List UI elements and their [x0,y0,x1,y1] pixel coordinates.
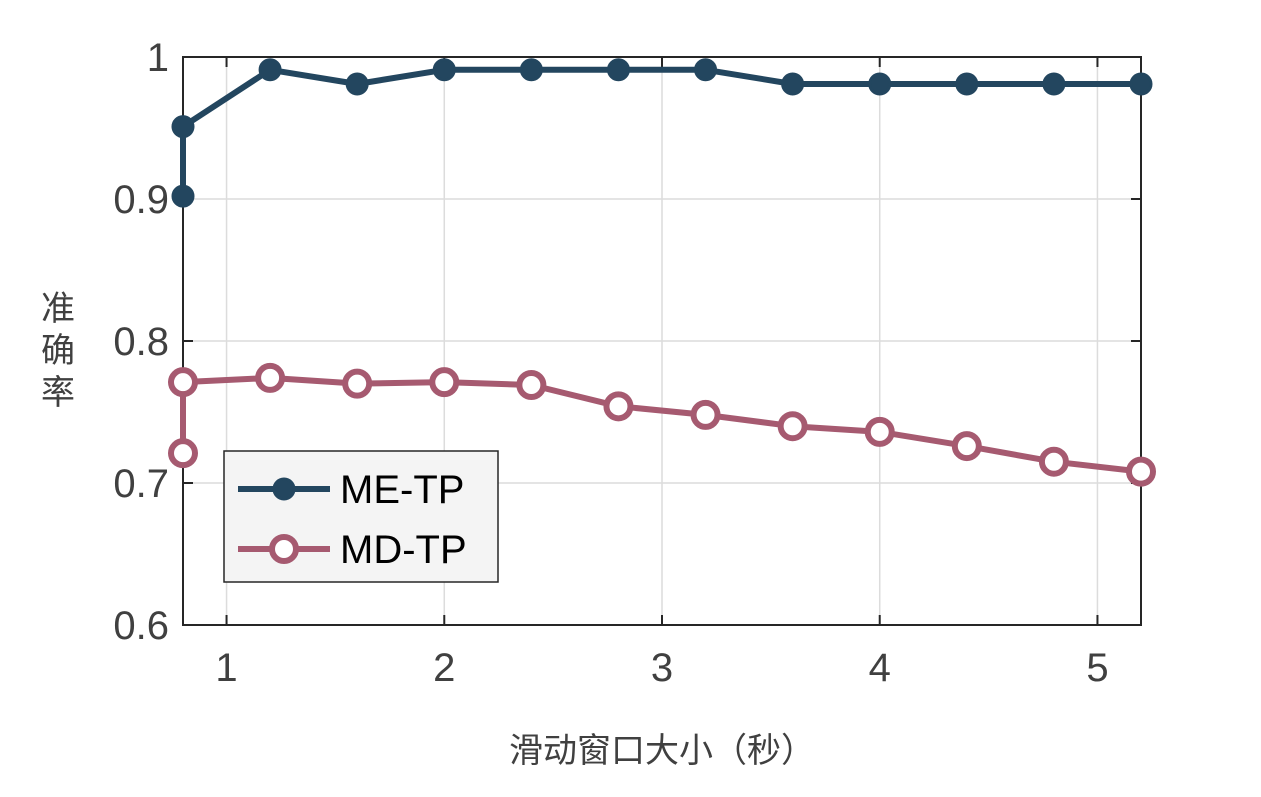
data-point [432,58,456,82]
data-point [781,72,805,96]
data-point [606,58,630,82]
data-point [1129,72,1153,96]
legend-label: MD-TP [340,528,467,572]
grid [183,57,1141,625]
data-point [342,368,373,399]
series-layer [168,58,1156,487]
x-tick-labels: 1 2 3 4 5 [215,646,1108,690]
data-point [345,72,369,96]
data-point [168,438,198,469]
data-point [694,58,718,82]
data-point [690,399,721,430]
data-point [519,58,543,82]
legend-box [223,450,499,583]
data-point [868,72,892,96]
y-axis-label: 准确率 [41,289,75,413]
y-tick-labels: 0.6 0.7 0.8 0.9 1 [113,36,169,648]
legend-item-md-tp: MD-TP [238,528,467,572]
legend-marker [269,534,299,564]
axes [182,56,1142,626]
legend-label: ME-TP [340,468,464,512]
legend-marker [272,477,296,501]
series-md-tp [168,362,1156,487]
x-tick-label: 4 [869,646,891,690]
data-point [168,367,198,398]
y-tick-label: 0.7 [113,462,169,506]
data-point [516,370,547,401]
data-point [1126,456,1156,487]
y-tick-label: 0.6 [113,604,169,648]
data-point [951,431,982,462]
data-point [255,362,286,393]
y-tick-label: 0.8 [113,320,169,364]
x-tick-label: 3 [651,646,673,690]
data-point [171,184,195,208]
series-me-tp [171,58,1153,208]
y-tick-label: 0.9 [113,178,169,222]
x-axis-label: 滑动窗口大小（秒） [509,731,815,771]
data-point [603,391,634,422]
data-point [777,411,808,442]
y-tick-label: 1 [147,36,169,80]
data-point [864,416,895,447]
data-point [429,367,460,398]
legend: ME-TP MD-TP [223,450,499,583]
data-point [955,72,979,96]
data-point [1038,446,1069,477]
data-point [1042,72,1066,96]
data-point [171,115,195,139]
x-tick-label: 2 [433,646,455,690]
x-tick-label: 1 [215,646,237,690]
data-point [258,58,282,82]
legend-item-me-tp: ME-TP [238,468,464,512]
x-tick-label: 5 [1086,646,1108,690]
